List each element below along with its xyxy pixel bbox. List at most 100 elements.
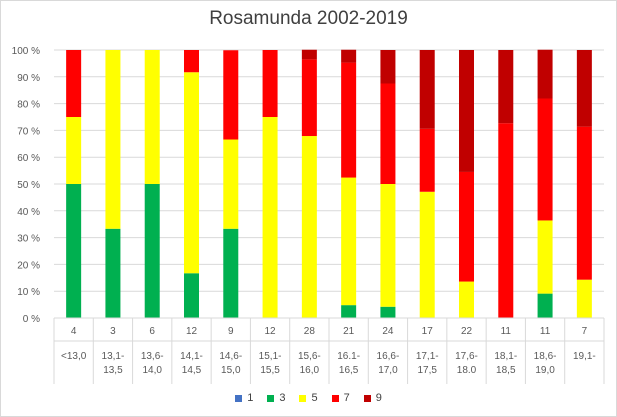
x-tick-count: 6 — [149, 326, 155, 337]
bar-segment-series-7 — [380, 83, 396, 184]
x-tick-range: 13,1- — [102, 351, 125, 362]
bar-segment-series-7 — [576, 126, 592, 280]
legend-label: 7 — [343, 392, 350, 404]
x-tick-range: 16,5 — [339, 365, 359, 376]
bar-segment-series-9 — [576, 50, 592, 127]
legend-item-5: 5 — [299, 392, 318, 404]
bar-segment-series-5 — [144, 50, 160, 184]
bar-segment-series-5 — [66, 117, 82, 184]
bar-segment-series-5 — [301, 136, 317, 318]
bar-segment-series-5 — [184, 72, 199, 274]
legend-item-7: 7 — [331, 392, 350, 404]
bar-segment-series-3 — [223, 228, 239, 318]
bar-segment-series-7 — [498, 123, 514, 318]
legend-swatch — [331, 394, 339, 402]
legend-label: 3 — [279, 392, 286, 404]
bar-segment-series-5 — [105, 50, 121, 229]
legend-swatch — [363, 394, 371, 402]
x-tick-count: 12 — [186, 326, 198, 337]
x-tick-range: 19,0 — [535, 365, 555, 376]
x-tick-count: 12 — [265, 326, 277, 337]
x-tick-range: 13,5 — [103, 365, 123, 376]
legend-item-3: 3 — [267, 392, 285, 404]
bar-segment-series-7 — [66, 50, 82, 117]
x-tick-range: <13,0 — [61, 351, 87, 362]
x-tick-range: 17,6- — [455, 351, 478, 362]
y-tick-label: 30 % — [17, 234, 40, 245]
bar-segment-series-5 — [223, 139, 239, 229]
bar-segment-series-5 — [576, 279, 592, 318]
x-tick-range: 13,6- — [141, 351, 164, 362]
legend-label: 9 — [375, 392, 382, 404]
x-tick-range: 18,1- — [494, 351, 517, 362]
legend-swatch — [235, 394, 243, 402]
x-tick-count: 11 — [540, 326, 551, 337]
x-tick-count: 7 — [582, 326, 588, 337]
y-tick-label: 40 % — [17, 207, 40, 218]
y-tick-label: 10 % — [17, 287, 40, 298]
bar-segment-series-7 — [341, 62, 357, 178]
bar-segment-series-3 — [184, 273, 199, 318]
x-tick-count: 21 — [343, 326, 355, 337]
x-tick-range: 17,5 — [417, 365, 437, 376]
bar-segment-series-7 — [184, 50, 199, 73]
bar-segment-series-5 — [459, 281, 474, 318]
x-tick-range: 14,0 — [142, 365, 162, 376]
x-tick-range: 16,0 — [300, 365, 320, 376]
bar-segment-series-7 — [262, 50, 278, 117]
x-tick-range: 18,6- — [534, 351, 557, 362]
chart-title: Rosamunda 2002-2019 — [209, 8, 408, 29]
y-tick-label: 60 % — [17, 153, 40, 164]
x-tick-range: 18,5 — [496, 365, 516, 376]
bar-segment-series-9 — [498, 50, 514, 124]
bar-segment-series-9 — [537, 49, 553, 99]
y-tick-label: 70 % — [17, 126, 40, 137]
bar-segment-series-3 — [66, 184, 82, 318]
legend-label: 5 — [311, 392, 318, 404]
bar-segment-series-9 — [459, 50, 474, 172]
x-tick-range: 15,1- — [259, 351, 282, 362]
bar-segment-series-3 — [380, 306, 396, 318]
x-tick-count: 24 — [382, 326, 394, 337]
x-tick-range: 17,1- — [416, 351, 439, 362]
bar-segment-series-5 — [537, 220, 553, 294]
x-tick-range: 14,1- — [180, 351, 203, 362]
x-tick-range: 14,6- — [219, 351, 242, 362]
y-tick-label: 20 % — [17, 260, 40, 271]
bar-segment-series-7 — [223, 50, 239, 140]
bar-segment-series-9 — [380, 50, 396, 84]
x-tick-range: 18.0 — [457, 365, 477, 376]
x-tick-range: 16.1- — [337, 351, 360, 362]
bar-segment-series-5 — [380, 184, 396, 307]
bar-segment-series-9 — [419, 50, 435, 129]
y-tick-label: 90 % — [17, 73, 40, 84]
bar-segment-series-5 — [341, 177, 357, 306]
bar-segment-series-7 — [459, 171, 474, 282]
x-tick-range: 15,6- — [298, 351, 321, 362]
x-tick-count: 17 — [422, 326, 434, 337]
bar-segment-series-5 — [262, 117, 278, 318]
legend-item-9: 9 — [363, 392, 382, 404]
y-tick-label: 100 % — [12, 46, 40, 57]
legend-swatch — [267, 394, 275, 402]
chart-legend: 1 3 5 7 9 — [0, 391, 617, 405]
bar-segment-series-3 — [105, 228, 121, 318]
x-tick-range: 17,0 — [378, 365, 398, 376]
x-tick-range: 19,1- — [573, 351, 596, 362]
x-tick-range: 14,5 — [182, 365, 202, 376]
bar-segment-series-7 — [537, 98, 553, 221]
y-tick-label: 80 % — [17, 100, 40, 111]
y-tick-label: 50 % — [17, 180, 40, 191]
x-tick-count: 4 — [71, 326, 77, 337]
bar-segment-series-9 — [301, 49, 317, 60]
x-tick-count: 11 — [501, 326, 512, 337]
bar-segment-series-3 — [537, 293, 553, 318]
bar-segment-series-9 — [341, 49, 357, 63]
y-tick-label: 0 % — [23, 314, 40, 325]
legend-swatch — [299, 394, 307, 402]
x-tick-count: 3 — [110, 326, 116, 337]
bar-segment-series-7 — [419, 128, 435, 192]
x-tick-count: 28 — [304, 326, 316, 337]
legend-label: 1 — [247, 392, 254, 404]
